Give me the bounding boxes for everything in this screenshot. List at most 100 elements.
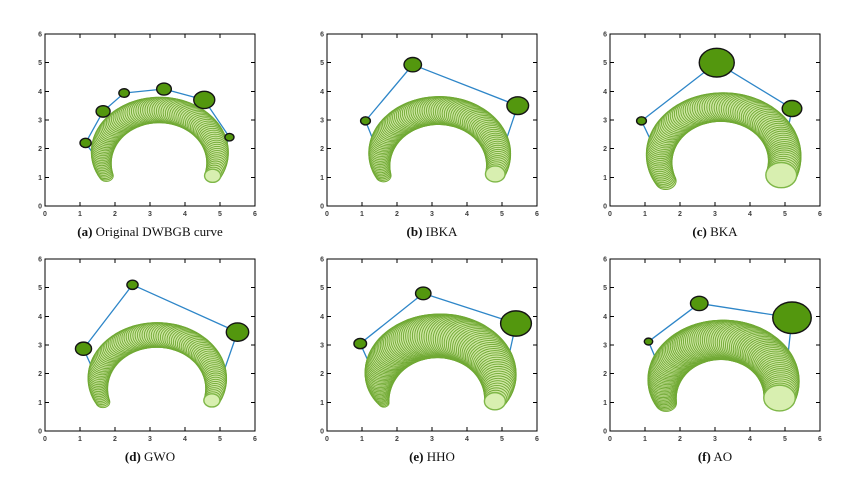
caption-label-c: (c): [692, 224, 707, 239]
axis-ticks: [326, 258, 538, 432]
y-tick-label: 2: [320, 146, 324, 153]
y-tick-label: 4: [320, 314, 324, 321]
y-tick-label: 4: [603, 89, 607, 96]
axis-tick-labels: 00 1 1 2 2 3 3 4 4 5 5 6 6: [38, 32, 257, 219]
control-disk: [499, 310, 533, 337]
caption-label-d: (d): [124, 449, 141, 464]
control-disks: [635, 47, 803, 126]
axis-ticks: [326, 33, 538, 207]
caption-label-e: (e): [409, 449, 424, 464]
control-disk: [74, 341, 93, 357]
control-polygon: [84, 88, 231, 174]
control-disk: [359, 116, 372, 126]
band-end-cap: [203, 168, 222, 184]
caption-label-a: (a): [77, 224, 93, 239]
y-tick-label: 6: [603, 257, 607, 264]
control-disks: [643, 295, 812, 346]
x-tick-label: 5: [500, 436, 504, 443]
x-tick-label: 3: [148, 211, 152, 218]
y-tick-label: 3: [320, 118, 324, 125]
control-disk: [643, 337, 654, 346]
band-end-cap: [484, 165, 506, 183]
x-tick-label: 6: [535, 211, 539, 218]
x-tick-label: 4: [183, 211, 187, 218]
y-tick-label: 1: [320, 400, 324, 407]
y-tick-label: 5: [603, 285, 607, 292]
ball-band: [90, 96, 229, 184]
band-end-cap: [763, 384, 796, 412]
y-tick-label: 4: [320, 89, 324, 96]
x-tick-label: 1: [643, 436, 647, 443]
caption-title-a: Original DWBGB curve: [95, 224, 223, 239]
control-disk: [95, 104, 111, 118]
axis-ticks: [609, 258, 821, 432]
x-tick-label: 2: [678, 211, 682, 218]
caption-title-e: HHO: [426, 449, 455, 464]
control-disk: [506, 96, 530, 116]
plot-canvas-d: 00 1 1 2 2 3 3 4 4 5 5 6 6: [38, 257, 257, 444]
caption-e: (e) HHO: [327, 449, 537, 464]
y-tick-label: 2: [38, 146, 42, 153]
x-tick-label: 2: [395, 436, 399, 443]
y-tick-label: 5: [320, 285, 324, 292]
ball-band: [87, 322, 228, 409]
y-tick-label: 2: [38, 371, 42, 378]
x-tick-label: 6: [818, 211, 822, 218]
x-tick-label: 5: [218, 211, 222, 218]
x-tick-label: 5: [783, 211, 787, 218]
caption-c: (c) BKA: [610, 224, 820, 239]
x-tick-label: 4: [748, 211, 752, 218]
axis-tick-labels: 00 1 1 2 2 3 3 4 4 5 5 6 6: [38, 257, 257, 444]
y-tick-label: 3: [38, 343, 42, 350]
x-tick-label: 0: [43, 211, 47, 218]
x-tick-label: 6: [253, 211, 257, 218]
control-disks: [79, 82, 235, 149]
y-tick-label: 2: [603, 146, 607, 153]
y-tick-label: 5: [320, 60, 324, 67]
ball-band: [364, 313, 517, 411]
caption-label-b: (b): [406, 224, 423, 239]
x-tick-label: 2: [113, 211, 117, 218]
x-tick-label: 3: [430, 211, 434, 218]
x-tick-label: 4: [465, 211, 469, 218]
caption-title-f: AO: [713, 449, 733, 464]
plot-canvas-a: 00 1 1 2 2 3 3 4 4 5 5 6 6: [38, 32, 257, 219]
y-tick-label: 1: [38, 175, 42, 182]
y-tick-label: 3: [38, 118, 42, 125]
x-tick-label: 2: [113, 436, 117, 443]
control-disk: [155, 82, 173, 96]
y-tick-label: 1: [320, 175, 324, 182]
control-disks: [359, 56, 530, 126]
control-disk: [79, 137, 92, 149]
y-tick-label: 6: [320, 257, 324, 264]
x-tick-label: 1: [78, 211, 82, 218]
control-disk: [225, 322, 250, 342]
y-tick-label: 0: [38, 429, 42, 436]
x-tick-label: 0: [325, 211, 329, 218]
caption-label-f: (f): [697, 449, 711, 464]
band-end-cap: [203, 393, 221, 408]
y-tick-label: 6: [603, 32, 607, 39]
x-tick-label: 3: [148, 436, 152, 443]
y-tick-label: 1: [603, 400, 607, 407]
y-tick-label: 0: [603, 429, 607, 436]
y-tick-label: 1: [38, 400, 42, 407]
y-tick-label: 5: [38, 60, 42, 67]
control-disk: [118, 88, 131, 99]
y-tick-label: 6: [38, 32, 42, 39]
control-disk: [353, 337, 368, 350]
x-tick-label: 2: [395, 211, 399, 218]
y-tick-label: 6: [320, 32, 324, 39]
control-disk: [414, 286, 432, 301]
y-tick-label: 3: [320, 343, 324, 350]
x-tick-label: 3: [713, 211, 717, 218]
x-tick-label: 1: [78, 436, 82, 443]
axis-ticks: [609, 33, 821, 207]
control-disk: [193, 90, 216, 110]
caption-b: (b) IBKA: [327, 224, 537, 239]
ball-band: [647, 319, 800, 412]
y-tick-label: 0: [320, 204, 324, 211]
x-tick-label: 2: [678, 436, 682, 443]
